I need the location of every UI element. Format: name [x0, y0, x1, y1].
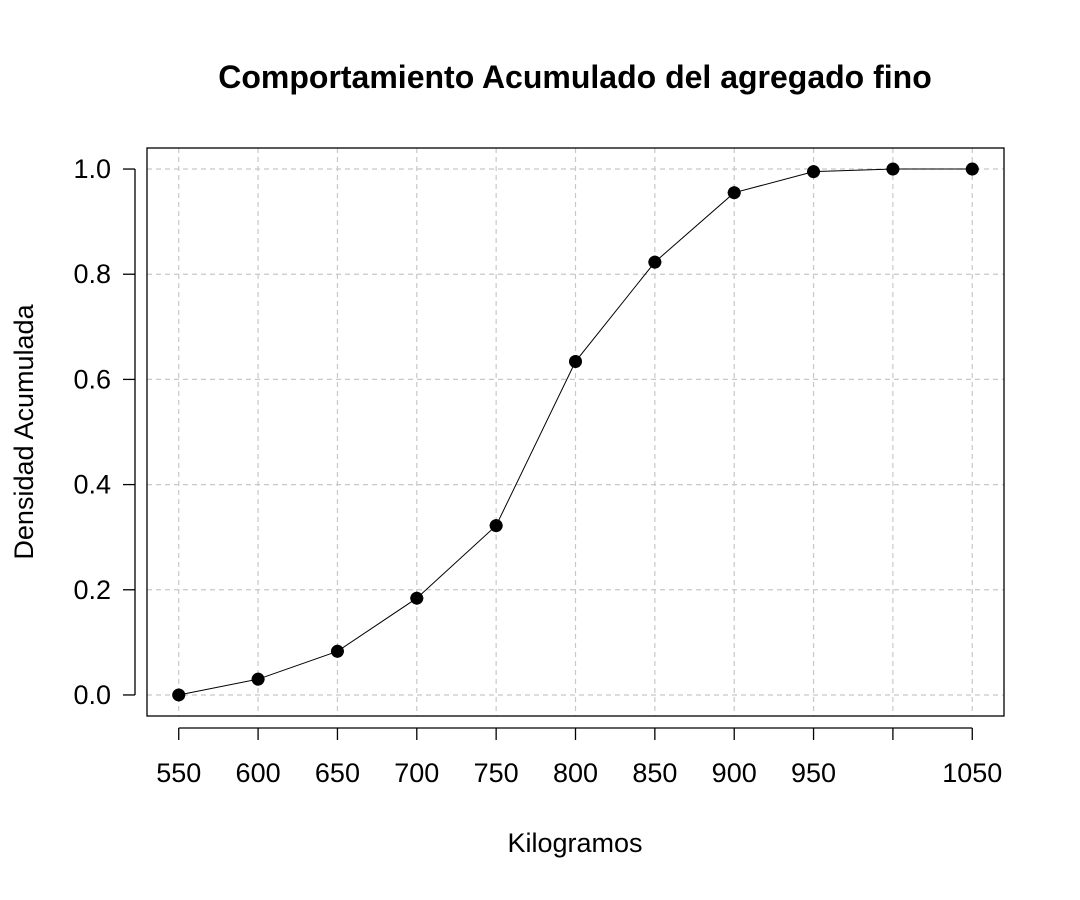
x-tick-label-6: 850 [632, 758, 677, 788]
x-tick-label-8: 950 [791, 758, 836, 788]
x-tick-label-7: 900 [712, 758, 757, 788]
y-tick-label-5: 1.0 [73, 154, 111, 184]
data-point-0 [172, 688, 186, 702]
data-point-2 [330, 644, 344, 658]
x-tick-label-2: 650 [315, 758, 360, 788]
y-tick-label-0: 0.0 [73, 680, 111, 710]
x-tick-label-1: 600 [236, 758, 281, 788]
data-point-8 [807, 165, 821, 179]
x-tick-label-3: 700 [394, 758, 439, 788]
grid [147, 148, 1004, 716]
data-point-7 [727, 186, 741, 200]
x-axis-label: Kilogramos [507, 828, 642, 858]
y-tick-label-1: 0.2 [73, 575, 111, 605]
x-tick-label-10: 1050 [942, 758, 1002, 788]
x-tick-label-4: 750 [474, 758, 519, 788]
data-point-6 [648, 255, 662, 269]
data-point-4 [489, 519, 503, 533]
x-tick-label-5: 800 [553, 758, 598, 788]
data-point-5 [569, 355, 582, 369]
y-tick-label-3: 0.6 [73, 364, 111, 394]
data-point-3 [410, 591, 424, 605]
x-tick-label-0: 550 [156, 758, 201, 788]
data-point-1 [251, 672, 265, 686]
y-axis-label: Densidad Acumulada [9, 303, 39, 559]
data-point-10 [965, 162, 979, 176]
y-tick-label-2: 0.4 [73, 470, 111, 500]
y-axis: 0.0 0.2 0.4 0.6 0.8 1.0 [73, 154, 136, 710]
plot-area-frame [146, 147, 1005, 717]
data-point-9 [886, 162, 900, 176]
chart-title: Comportamiento Acumulado del agregado fi… [218, 59, 932, 95]
y-tick-label-4: 0.8 [73, 259, 111, 289]
series-cumulative-density [172, 162, 979, 702]
x-axis: 550 600 650 700 750 800 850 900 950 1050 [156, 727, 1002, 788]
